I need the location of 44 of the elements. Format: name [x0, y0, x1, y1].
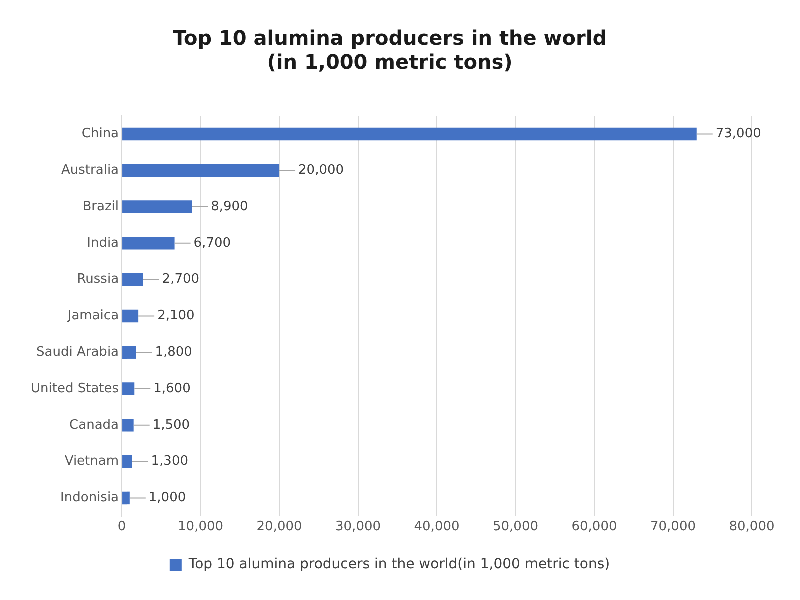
- data-label: 2,700: [162, 272, 200, 288]
- bar: [122, 273, 144, 286]
- bar: [122, 164, 280, 177]
- y-tick-label: United States: [31, 381, 120, 396]
- y-tick-label: Canada: [70, 418, 120, 433]
- bar: [122, 128, 697, 141]
- x-tick-label: 50,000: [493, 520, 539, 535]
- bar: [122, 419, 134, 432]
- x-tick-label: 0: [118, 520, 126, 535]
- y-tick-label: Vietnam: [64, 454, 120, 470]
- bar: [122, 492, 130, 505]
- bar: [122, 237, 175, 250]
- x-tick-label: 40,000: [414, 520, 460, 535]
- x-tick-label: 10,000: [178, 520, 224, 535]
- x-tick-label: 20,000: [256, 520, 302, 535]
- y-tick-label: China: [82, 126, 120, 142]
- legend-label: Top 10 alumina producers in the world(in 1,000 metric tons): [188, 556, 610, 573]
- bar: [122, 455, 132, 468]
- bar: [122, 346, 136, 359]
- x-tick-label: 60,000: [572, 520, 618, 535]
- data-label: 1,500: [152, 418, 190, 433]
- data-label: 1,600: [154, 381, 191, 396]
- y-tick-label: Saudi Arabia: [36, 344, 120, 360]
- bar: [122, 310, 139, 323]
- x-tick-label: 30,000: [336, 520, 382, 535]
- y-tick-label: Jamaica: [66, 308, 120, 324]
- data-label: 8,900: [211, 199, 248, 214]
- data-label: 1,000: [148, 490, 186, 506]
- data-label: 1,300: [151, 454, 188, 470]
- data-label: 2,100: [158, 308, 195, 324]
- y-tick-label: India: [87, 236, 120, 251]
- x-tick-label: 70,000: [650, 520, 696, 535]
- bar: [122, 382, 135, 396]
- y-tick-label: Brazil: [82, 199, 120, 214]
- data-label: 1,800: [155, 344, 192, 360]
- data-label: 20,000: [298, 162, 344, 178]
- data-label: 6,700: [194, 236, 232, 251]
- bar: [122, 200, 192, 214]
- y-tick-label: Australia: [62, 162, 120, 178]
- data-label: 73,000: [716, 126, 762, 142]
- chart-title: Top 10 alumina producers in the world (in 1,000 metric tons): [172, 26, 608, 74]
- x-tick-label: 80,000: [729, 520, 775, 535]
- y-tick-label: Indonisia: [60, 490, 120, 506]
- y-tick-label: Russia: [77, 272, 120, 288]
